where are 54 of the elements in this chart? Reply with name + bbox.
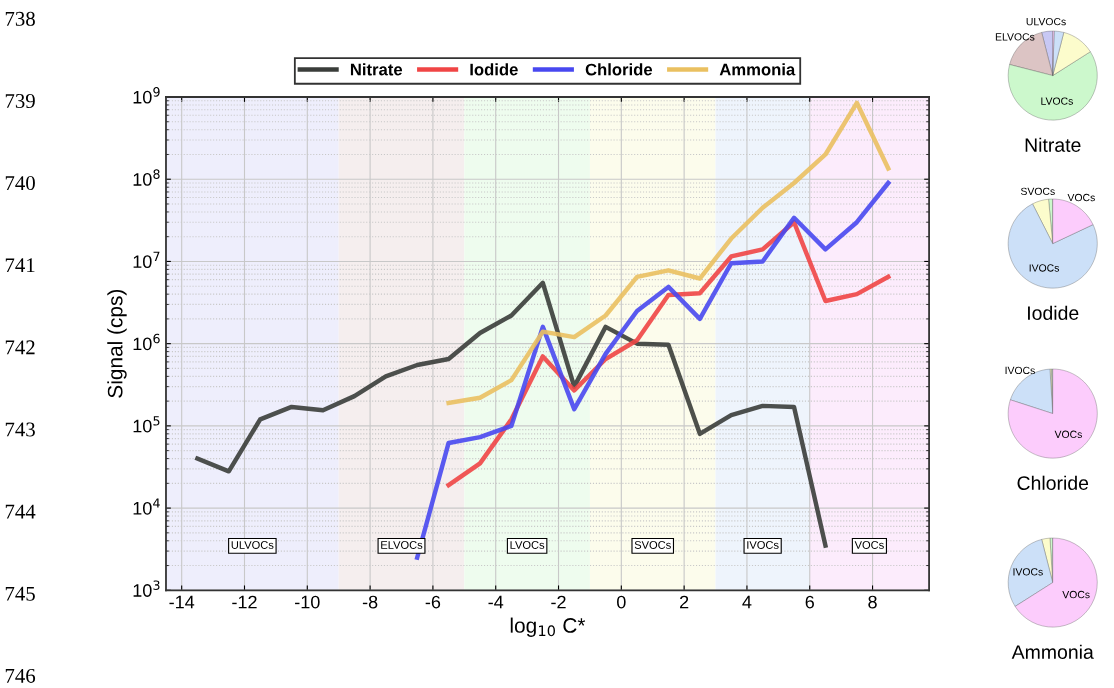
x-tick-label: 6	[805, 595, 814, 609]
slice-label: ELVOCs	[995, 33, 1035, 41]
x-tick-label: -10	[295, 595, 320, 609]
band-label: LVOCs	[510, 541, 545, 549]
y-tick-label: 10$^{6}$	[133, 333, 160, 351]
text: Ammonia	[1011, 644, 1094, 659]
band-label: VOCs	[854, 541, 884, 549]
text: 739	[5, 93, 35, 108]
y-tick-label: 10$^{9}$	[133, 87, 160, 104]
x-tick-label: -6	[425, 595, 441, 609]
y-tick-label: 10$^{3}$	[133, 580, 160, 597]
x-axis-title: log$_{10}$ C*	[510, 617, 586, 637]
slice-label: IVOCs	[1029, 264, 1060, 272]
x-tick-label: -4	[488, 595, 504, 609]
y-axis-title: Signal (cps)	[107, 289, 127, 398]
y-tick-label: 10$^{5}$	[133, 416, 160, 433]
text: 742	[5, 340, 35, 355]
band-label: ULVOCs	[231, 541, 274, 549]
text: Iodide	[1028, 305, 1079, 320]
band-label: IVOCs	[747, 541, 779, 549]
text: 743	[5, 422, 35, 437]
y-tick-label: 10$^{4}$	[133, 498, 160, 515]
text: Chloride	[1017, 475, 1089, 490]
slice-label: IVOCs	[1005, 366, 1035, 375]
slice-label: SVOCs	[1020, 187, 1055, 196]
text: 744	[5, 504, 36, 519]
slice-label: VOCs	[1054, 430, 1082, 438]
text: 741	[5, 258, 35, 273]
x-tick-label: 4	[742, 595, 752, 609]
x-tick-label: -12	[232, 595, 257, 609]
x-tick-label: 2	[680, 595, 689, 609]
x-tick-label: 8	[868, 595, 877, 609]
text: Nitrate	[1025, 137, 1081, 152]
slice-label: ULVOCs	[1026, 17, 1066, 26]
text: 746	[5, 668, 36, 683]
slice-label: LVOCs	[1041, 97, 1073, 105]
x-tick-label: -2	[551, 595, 566, 609]
x-tick-label: -8	[362, 595, 378, 609]
y-tick-label: 10$^{8}$	[133, 169, 160, 186]
legend-label: Nitrate	[350, 63, 403, 76]
text: 745	[5, 586, 35, 601]
text: 738	[5, 11, 35, 26]
slice-label: IVOCs	[1013, 568, 1043, 576]
legend-label: Iodide	[470, 63, 518, 76]
y-tick-label: 10$^{7}$	[133, 251, 160, 269]
legend-label: Chloride	[585, 63, 653, 76]
band-label: ELVOCs	[381, 541, 423, 549]
slice-label: VOCs	[1067, 193, 1095, 202]
x-tick-label: 0	[617, 595, 626, 609]
legend-label: Ammonia	[719, 63, 796, 76]
text: 740	[5, 176, 35, 191]
band-label: SVOCs	[634, 541, 671, 549]
x-tick-label: -14	[169, 595, 195, 609]
slice-label: VOCs	[1062, 590, 1090, 599]
